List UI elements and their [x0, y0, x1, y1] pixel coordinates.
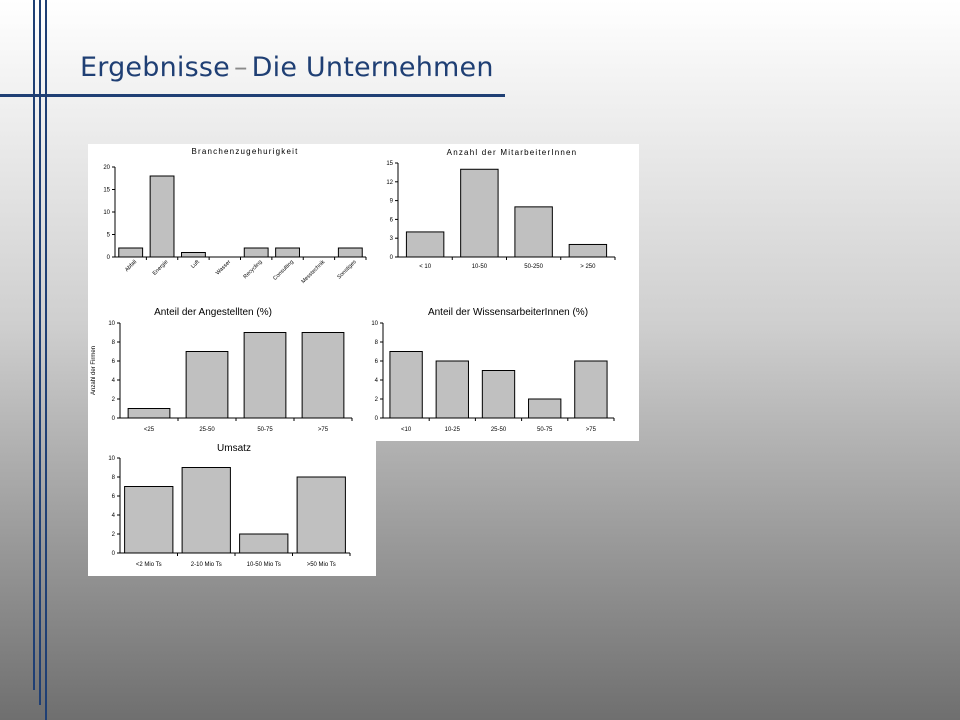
- y-tick-label: 9: [390, 199, 394, 205]
- bar-wissensarbeiter-0: [389, 351, 423, 419]
- x-tick-label: Abfall: [124, 259, 138, 273]
- bar-angestellte-0: [127, 408, 171, 419]
- x-tick-label: <10: [401, 427, 412, 433]
- slide-title: Ergebnisse – Die Unternehmen: [80, 52, 494, 83]
- bar-wissensarbeiter-3: [528, 398, 562, 419]
- chart-umsatz: Umsatz 0 2 4 6 8 10 <2 Mio Ts 2-10 Mio Ts 10-50 M…: [108, 443, 351, 568]
- x-tick-label: 10-25: [445, 427, 461, 433]
- y-tick-label: 6: [390, 217, 394, 223]
- y-tick-label: 2: [375, 397, 379, 403]
- bar-mitarbeiter-3: [568, 243, 608, 258]
- x-tick-label: >75: [318, 427, 329, 433]
- charts-panel-upper: [88, 144, 639, 441]
- x-tick-label: 2-10 Mio Ts: [191, 562, 222, 568]
- y-tick-label: 6: [112, 359, 116, 365]
- bar-umsatz-0: [124, 486, 174, 554]
- y-tick-label: 12: [386, 180, 393, 186]
- chart-title: Branchenzugehurigkeit: [191, 147, 298, 156]
- x-tick-label: Energie: [152, 259, 170, 277]
- title-underline: [0, 94, 505, 97]
- y-tick-label: 6: [112, 494, 116, 500]
- bar-angestellte-1: [185, 351, 229, 419]
- y-tick-label: 2: [112, 532, 116, 538]
- x-tick-label: 10-50: [472, 264, 488, 270]
- chart-branche: Branchenzugehurigkeit 0 5 10 15 20 Abfall Energ…: [103, 147, 367, 285]
- y-tick-label: 2: [112, 397, 116, 403]
- y-tick-label: 0: [112, 416, 116, 422]
- y-tick-label: 0: [112, 551, 116, 557]
- bar-angestellte-2: [243, 332, 287, 419]
- x-tick-label: >75: [586, 427, 597, 433]
- y-axis-label: Anzahl der Firmen: [91, 346, 97, 395]
- chart-title: Anteil der WissensarbeiterInnen (%): [428, 307, 588, 318]
- x-tick-label: >50 Mio Ts: [307, 562, 336, 568]
- bar-wissensarbeiter-1: [435, 360, 469, 419]
- bar-angestellte-3: [301, 332, 345, 419]
- chart-mitarbeiter: Anzahl der MitarbeiterInnen 0 3 6 9 12 15 < 10 1…: [386, 148, 616, 270]
- y-tick-label: 15: [386, 161, 393, 167]
- x-tick-label: > 250: [580, 264, 596, 270]
- bar-mitarbeiter-2: [514, 206, 553, 258]
- y-tick-label: 0: [107, 255, 111, 261]
- bar-umsatz-3: [296, 476, 346, 554]
- y-tick-label: 10: [103, 210, 110, 216]
- bar-branche-2: [181, 252, 206, 258]
- bar-branche-7: [337, 247, 363, 258]
- x-tick-label: Messtechnik: [300, 259, 326, 285]
- y-tick-label: 8: [112, 340, 116, 346]
- bar-branche-0: [118, 247, 144, 258]
- decor-vertical-line-2: [39, 0, 41, 705]
- x-tick-label: Sonstiges: [336, 259, 357, 280]
- chart-title: Umsatz: [217, 443, 251, 454]
- decor-vertical-line-3: [45, 0, 47, 720]
- y-tick-label: 4: [112, 378, 116, 384]
- x-tick-label: 50-75: [537, 427, 553, 433]
- y-tick-label: 3: [390, 236, 394, 242]
- x-tick-label: Luft: [190, 259, 201, 270]
- y-tick-label: 15: [103, 188, 110, 194]
- bar-wissensarbeiter-4: [574, 360, 608, 419]
- x-tick-label: < 10: [419, 264, 432, 270]
- y-tick-label: 6: [375, 359, 379, 365]
- y-tick-label: 8: [375, 340, 379, 346]
- x-tick-label: <25: [144, 427, 155, 433]
- slide-title-main: Ergebnisse: [80, 52, 230, 83]
- chart-title: Anteil der Angestellten (%): [154, 307, 272, 318]
- chart-title: Anzahl der MitarbeiterInnen: [447, 148, 578, 157]
- bar-mitarbeiter-1: [460, 168, 499, 258]
- y-tick-label: 10: [371, 321, 378, 327]
- y-tick-label: 0: [390, 255, 394, 261]
- bar-branche-4: [243, 247, 269, 258]
- x-tick-label: Wasser: [215, 259, 232, 276]
- x-tick-label: 25-50: [491, 427, 507, 433]
- decor-vertical-line-1: [33, 0, 35, 690]
- y-tick-label: 4: [112, 513, 116, 519]
- bar-mitarbeiter-0: [405, 231, 445, 258]
- y-tick-label: 8: [112, 475, 116, 481]
- chart-angestellte: Anteil der Angestellten (%) 0 2 4 6 8 10 Anzahl…: [91, 307, 353, 433]
- bar-umsatz-1: [181, 467, 231, 554]
- y-tick-label: 0: [375, 416, 379, 422]
- x-tick-label: 50-75: [257, 427, 273, 433]
- bar-branche-1: [149, 175, 175, 258]
- y-tick-label: 10: [108, 456, 115, 462]
- x-tick-label: 25-50: [199, 427, 215, 433]
- y-tick-label: 4: [375, 378, 379, 384]
- x-tick-label: 50-250: [524, 264, 543, 270]
- bar-wissensarbeiter-2: [481, 370, 516, 419]
- x-tick-label: 10-50 Mio Ts: [247, 562, 281, 568]
- bar-umsatz-2: [239, 533, 289, 554]
- x-tick-label: Consulting: [272, 259, 295, 282]
- bar-branche-5: [275, 247, 300, 258]
- x-tick-label: Recycling: [242, 259, 263, 280]
- y-tick-label: 20: [103, 165, 110, 171]
- y-tick-label: 10: [108, 321, 115, 327]
- chart-wissensarbeiter: Anteil der WissensarbeiterInnen (%) 0 2 4 6 8…: [371, 307, 615, 433]
- slide-title-separator: –: [233, 52, 248, 83]
- x-tick-label: <2 Mio Ts: [136, 562, 162, 568]
- y-tick-label: 5: [107, 233, 111, 239]
- slide-title-sub: Die Unternehmen: [251, 52, 494, 83]
